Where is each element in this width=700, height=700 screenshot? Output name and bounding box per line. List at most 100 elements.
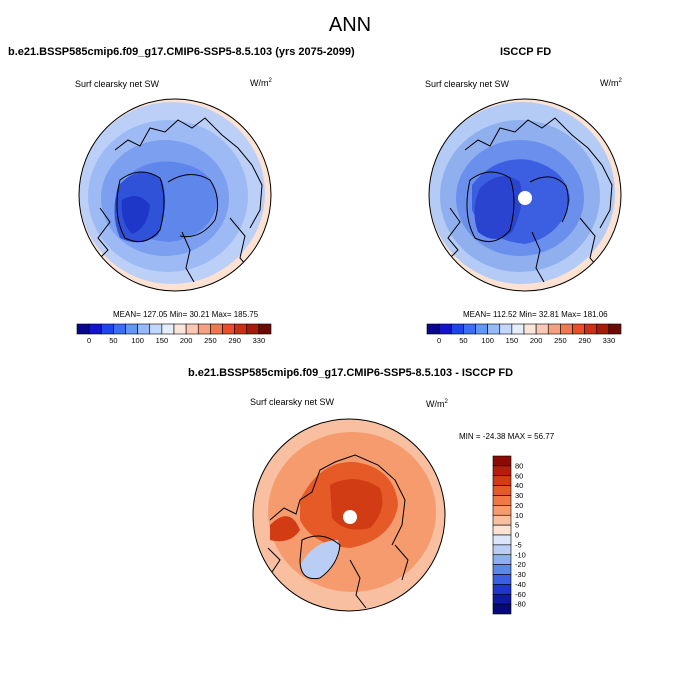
colorbar-diff-tick-label: 40 [515,481,523,490]
colorbar-1-tick-label: 100 [131,336,144,345]
colorbar-diff-swatch [492,524,512,536]
map-2-greenland-region [474,176,522,239]
colorbar-1-tick-label: 150 [156,336,169,345]
colorbar-2-tick-label: 200 [530,336,543,345]
colorbar-2-swatch [487,323,501,335]
colorbar-1-tick-label: 0 [87,336,91,345]
colorbar-2-swatch [584,323,598,335]
colorbar-2-swatch [560,323,573,335]
colorbar-1-swatch [137,323,151,335]
colorbar-2-swatch [450,323,464,335]
map-3-greenland-region [270,516,300,542]
map-3-border [252,418,446,612]
colorbar-diff-swatch [492,554,512,565]
colorbar-1-tick-label: 250 [204,336,217,345]
colorbar-2-tick-label: 50 [459,336,467,345]
map-3-core-region [330,479,383,530]
colorbar-1-swatch [210,323,223,335]
colorbar-diff-tick-label: 60 [515,471,523,480]
colorbar-diff-tick-label: 5 [515,521,519,530]
map-2-pole-hole [518,191,532,205]
colorbar-diff-swatch [492,495,512,506]
panel-2-variable-label: Surf clearsky net SW [425,79,510,89]
panel-3-stats: MIN = -24.38 MAX = 56.77 [459,432,555,441]
panel-2-units: W/m2 [600,78,622,88]
colorbar-2-tick-label: 0 [437,336,441,345]
colorbar-diff-swatch [492,593,512,605]
colorbar-2-swatch [535,323,549,335]
map-1-border [78,98,272,292]
colorbar-diff-tick-label: -5 [515,540,522,549]
colorbar-diff-swatch [492,465,512,477]
map-1-greenland-core [121,196,150,234]
panel-3-units: W/m2 [426,399,448,409]
colorbar-diff-tick-label: 0 [515,531,519,540]
panel-1-variable-label: Surf clearsky net SW [75,79,160,89]
colorbar-2-swatch [596,323,610,335]
colorbar-diff-tick-label: -10 [515,550,526,559]
panel-3-header: b.e21.BSSP585cmip6.f09_g17.CMIP6-SSP5-8.… [188,367,514,379]
colorbar-diff-tick-label: -30 [515,570,526,579]
panel-3-variable-label: Surf clearsky net SW [250,397,335,407]
colorbar-1-swatch [76,323,90,335]
colorbar-diff-swatch [492,485,512,496]
map-2 [429,99,621,291]
colorbar-diff-swatch [492,584,512,595]
map-2-border [428,98,622,292]
colorbar-diff-tick-label: -20 [515,560,526,569]
colorbar-diff-tick-label: 20 [515,501,523,510]
panel-1-units: W/m2 [250,78,272,88]
colorbar-diff-swatch [492,544,512,556]
colorbar-2-swatch [608,323,622,335]
colorbar-2-swatch [475,323,488,335]
colorbar-1-swatch [258,323,272,335]
colorbar-1-tick-label: 290 [228,336,241,345]
colorbar-diff-swatch [492,534,512,546]
colorbar-diff-swatch [492,574,512,585]
colorbar-2-tick-label: 330 [603,336,616,345]
panel-1-header: b.e21.BSSP585cmip6.f09_g17.CMIP6-SSP5-8.… [8,46,355,58]
map-3 [253,419,445,611]
colorbar-diff-tick-label: -60 [515,590,526,599]
colorbar-diff-swatch [492,603,512,615]
colorbar-2-tick-label: 290 [578,336,591,345]
map-2-coastlines [445,117,613,283]
colorbar-1-swatch [197,323,211,335]
colorbar-1-swatch [113,323,126,335]
colorbar-diff-swatch [492,505,512,516]
map-1-coastlines [95,117,263,283]
map-3-pole-hole [343,510,357,524]
colorbar-diff-tick-label: 30 [515,491,523,500]
panel-2-header: ISCCP FD [500,46,552,58]
colorbar-1-swatch [246,323,260,335]
colorbar-1-tick-label: 50 [109,336,117,345]
figure-title: ANN [328,14,372,36]
colorbar-1-swatch [100,323,114,335]
colorbar-2-swatch [426,323,440,335]
colorbar-1-swatch [234,323,248,335]
colorbar-1-tick-label: 330 [253,336,266,345]
colorbar-diff-swatch [492,514,512,526]
colorbar-diff-tick-label: -80 [515,600,526,609]
colorbar-1-swatch [222,323,235,335]
colorbar-1-swatch [149,323,163,335]
colorbar-diff-tick-label: -40 [515,580,526,589]
colorbar-2-swatch [499,323,513,335]
colorbar-2-swatch [523,323,537,335]
colorbar-1-swatch [173,323,187,335]
colorbar-1-tick-label: 200 [180,336,193,345]
colorbar-2-swatch [547,323,561,335]
colorbar-diff-swatch [492,564,512,575]
colorbar-2-swatch [438,323,452,335]
map-1 [79,99,271,291]
map-3-coastlines [267,454,409,609]
colorbar-1-swatch [185,323,199,335]
colorbar-diff-swatch [492,455,512,467]
colorbar-2-tick-label: 150 [506,336,519,345]
colorbar-diff-tick-label: 80 [515,461,523,470]
panel-1-stats: MEAN= 127.05 Min= 30.21 Max= 185.75 [113,310,259,319]
colorbar-2-tick-label: 100 [481,336,494,345]
colorbar-1: 0 50 100 150 200 250 290 330 [76,323,272,345]
